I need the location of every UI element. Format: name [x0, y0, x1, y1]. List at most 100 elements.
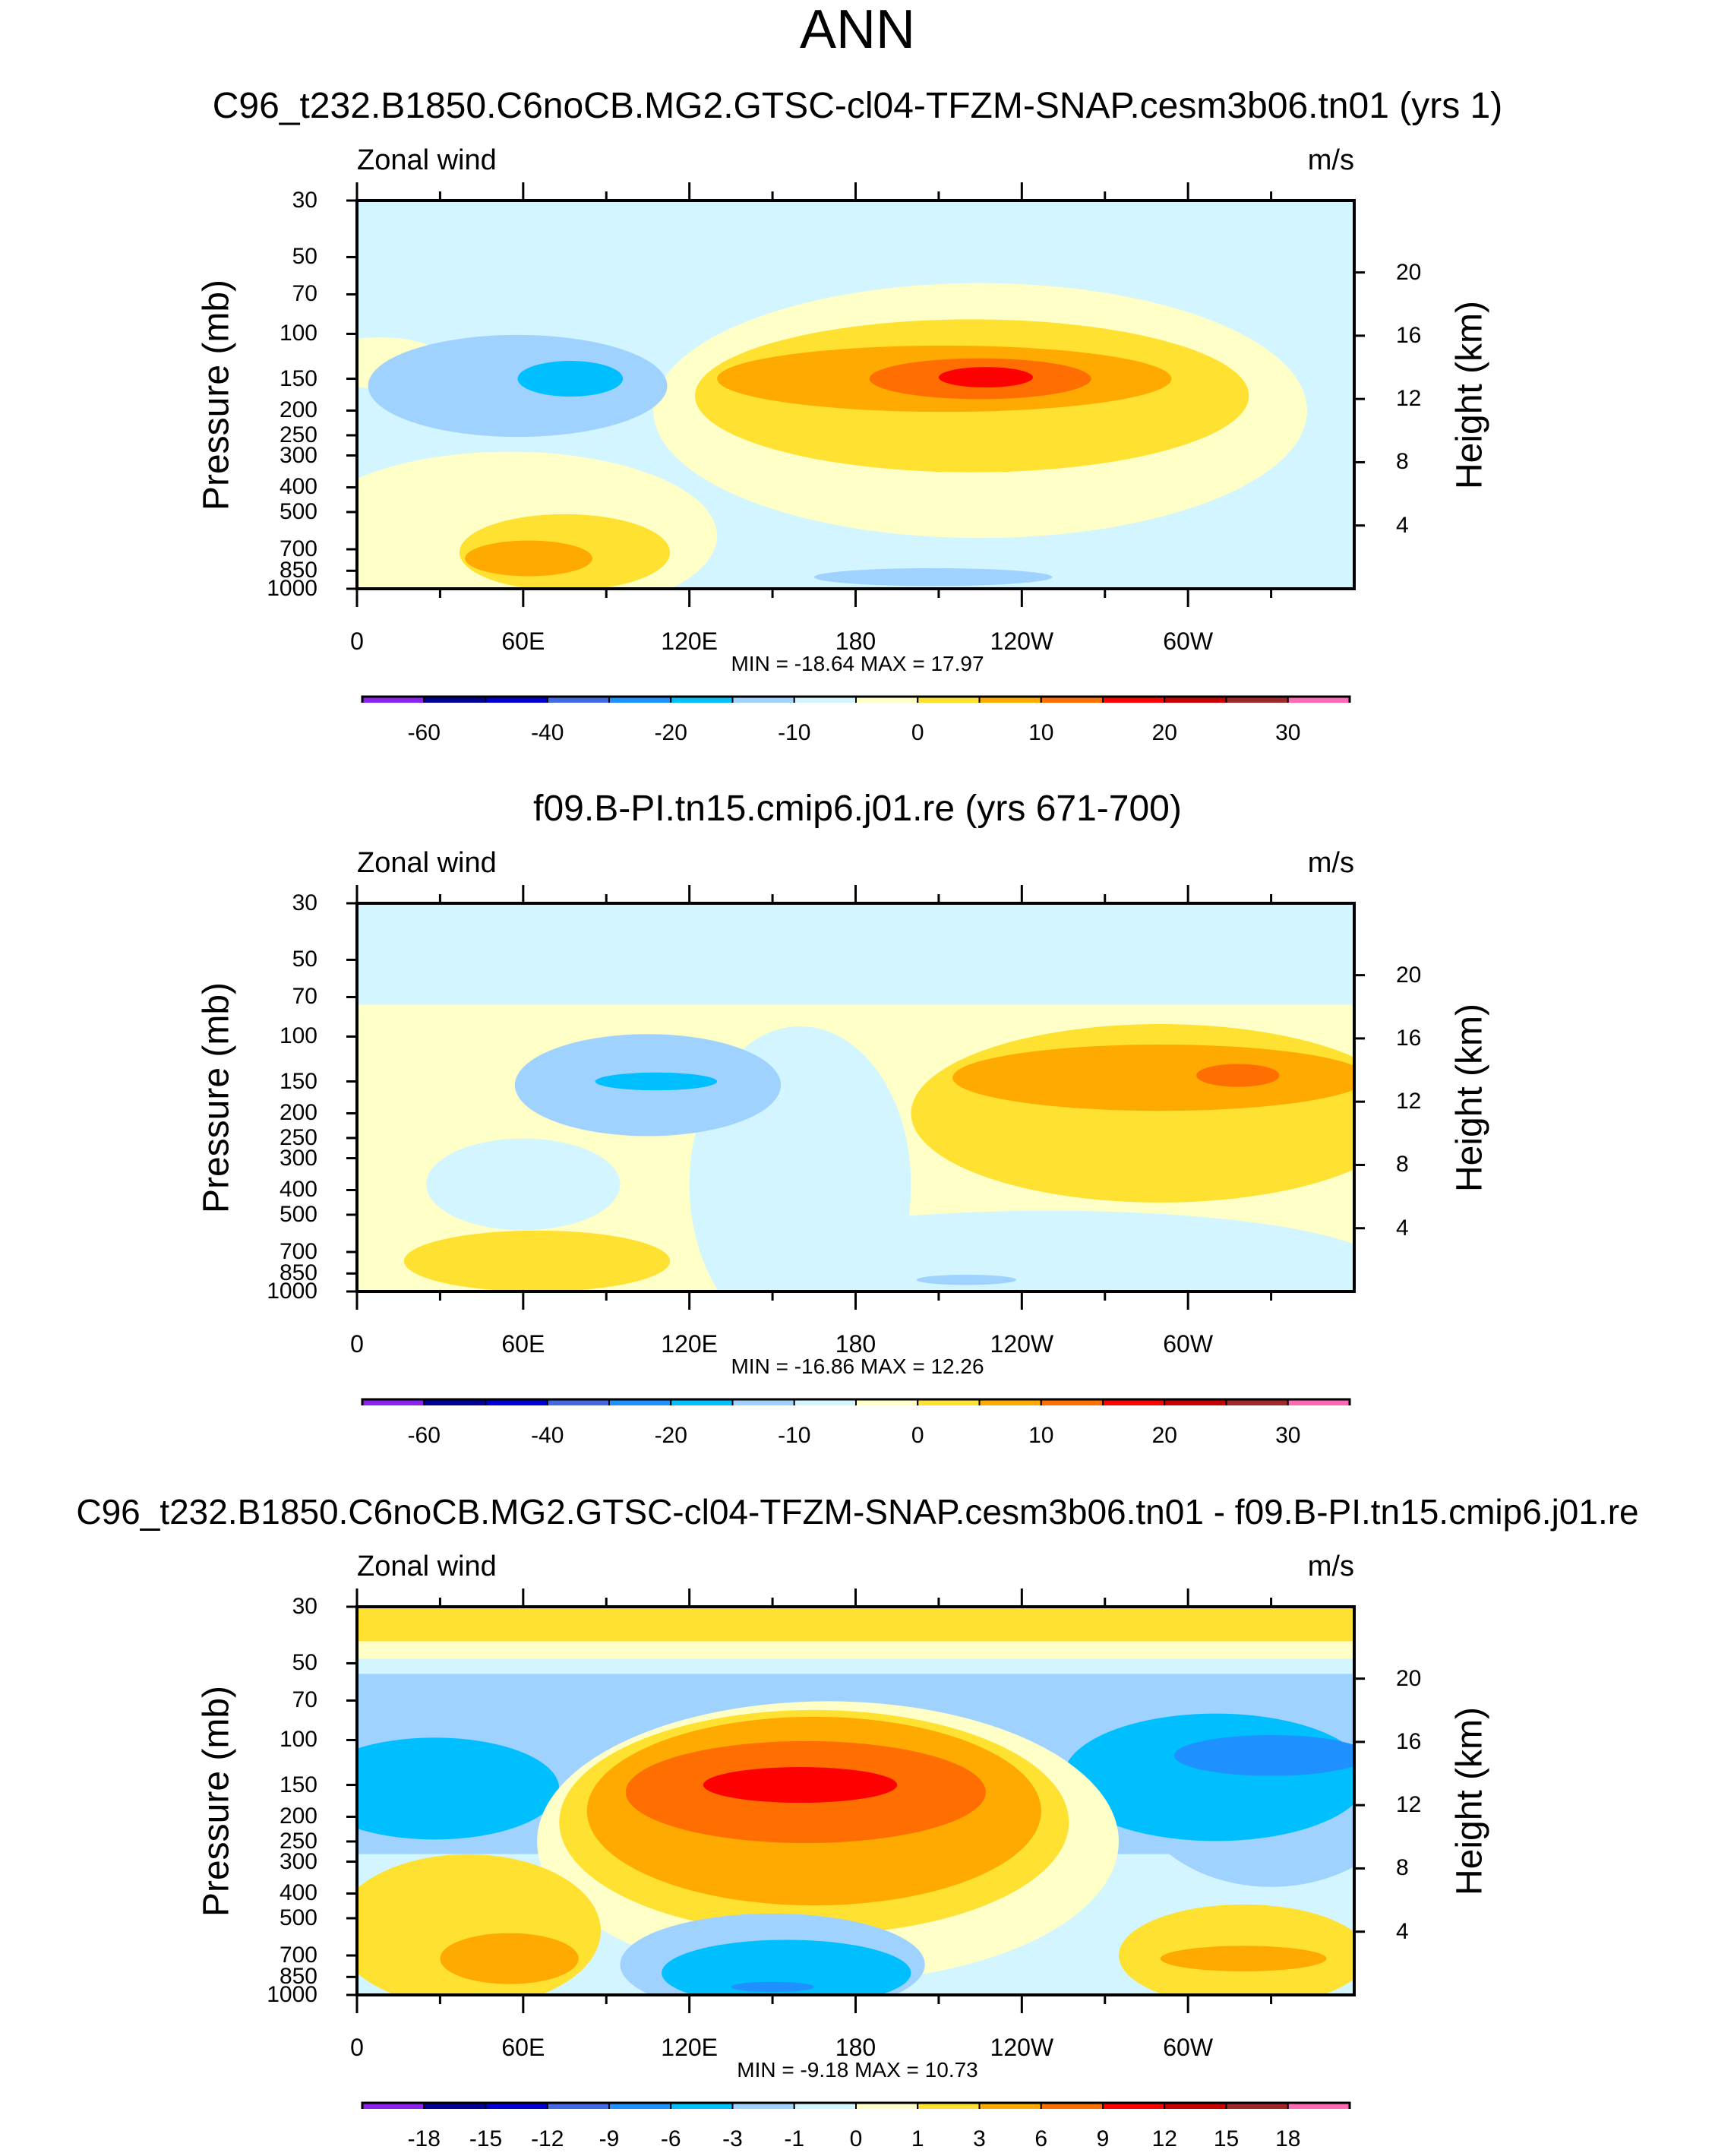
colorbar-label: 1 — [911, 2126, 924, 2151]
height-tick-label: 12 — [1396, 1792, 1422, 1818]
y-tick-label: 300 — [279, 1848, 317, 1874]
colorbar-label: 9 — [1096, 2126, 1110, 2151]
y-tick-label: 70 — [292, 281, 317, 307]
y-tick-label: 400 — [279, 1177, 317, 1203]
height-tick-label: 12 — [1396, 386, 1422, 412]
min-max-stats: MIN = -9.18 MAX = 10.73 — [737, 2058, 978, 2082]
y-tick-label: 400 — [279, 1880, 317, 1906]
colorbar-label: -20 — [654, 720, 687, 745]
colorbar-label: -12 — [531, 2126, 564, 2151]
y-tick-label: 200 — [279, 1100, 317, 1126]
y-tick-label: 100 — [279, 1727, 317, 1753]
x-tick-label: 0 — [350, 1330, 364, 1358]
panel-1: C96_t232.B1850.C6noCB.MG2.GTSC-cl04-TFZM… — [0, 0, 1715, 745]
colorbar-frame — [361, 2101, 1351, 2109]
y-tick-label: 70 — [292, 984, 317, 1010]
colorbar-label: 12 — [1151, 2126, 1177, 2151]
x-tick-label: 60W — [1163, 1330, 1214, 1358]
y-tick-label: 250 — [279, 1124, 317, 1150]
y-axis-label: Pressure (mb) — [196, 982, 237, 1214]
y-tick-label: 300 — [279, 1145, 317, 1171]
units-label: m/s — [1307, 847, 1354, 879]
right-axis-label: Height (km) — [1449, 300, 1490, 490]
x-tick-label: 60E — [501, 2034, 545, 2061]
y-tick-label: 70 — [292, 1687, 317, 1713]
colorbar-label: 6 — [1034, 2126, 1048, 2151]
contour-region — [916, 1274, 1017, 1285]
x-tick-label: 180 — [835, 2034, 876, 2061]
height-tick-label: 20 — [1396, 259, 1422, 285]
y-tick-label: 30 — [292, 1594, 317, 1619]
variable-label: Zonal wind — [357, 144, 497, 176]
x-tick-label: 180 — [835, 628, 876, 655]
x-tick-label: 60E — [501, 628, 545, 655]
height-tick-label: 4 — [1396, 512, 1409, 538]
panel-3: C96_t232.B1850.C6noCB.MG2.GTSC-cl04-TFZM… — [0, 1406, 1715, 2151]
contour-region — [426, 1138, 621, 1231]
contour-region — [595, 1072, 718, 1091]
y-tick-label: 700 — [279, 536, 317, 562]
contour-region — [357, 1854, 601, 1995]
contour-region — [357, 1607, 1354, 1642]
colorbar-label: 0 — [849, 2126, 863, 2151]
colorbar-label: -15 — [469, 2126, 503, 2151]
y-tick-label: 150 — [279, 1068, 317, 1094]
plot-title: f09.B-PI.tn15.cmip6.j01.re (yrs 671-700) — [533, 789, 1182, 829]
y-axis-label: Pressure (mb) — [196, 1685, 237, 1917]
contour-region — [404, 1230, 671, 1291]
contour-plot — [346, 885, 1365, 1405]
colorbar-label: -10 — [778, 1423, 811, 1448]
height-tick-label: 20 — [1396, 1665, 1422, 1691]
x-tick-label: 120E — [661, 628, 719, 655]
contour-region — [731, 1981, 814, 1993]
colorbar-label: 20 — [1151, 720, 1177, 745]
variable-label: Zonal wind — [357, 1551, 497, 1582]
y-tick-label: 850 — [279, 558, 317, 583]
y-tick-label: 150 — [279, 1772, 317, 1797]
variable-label: Zonal wind — [357, 847, 497, 879]
contour-plot — [346, 182, 1365, 703]
y-tick-label: 700 — [279, 1943, 317, 1968]
y-tick-label: 250 — [279, 422, 317, 447]
x-tick-label: 60W — [1163, 2034, 1214, 2061]
colorbar-label: -6 — [660, 2126, 681, 2151]
colorbar-label: -9 — [599, 2126, 620, 2151]
contour-region — [813, 567, 1053, 586]
y-tick-label: 500 — [279, 498, 317, 524]
y-tick-label: 100 — [279, 1023, 317, 1049]
y-tick-label: 50 — [292, 1650, 317, 1676]
x-tick-label: 120W — [990, 1330, 1054, 1358]
contour-region — [662, 1939, 911, 1995]
contour-region — [952, 1044, 1354, 1111]
y-tick-label: 500 — [279, 1905, 317, 1930]
contour-plot — [346, 1589, 1365, 2109]
y-tick-label: 30 — [292, 188, 317, 213]
height-tick-label: 8 — [1396, 449, 1409, 475]
colorbar-label: -40 — [531, 720, 564, 745]
colorbar-label: 20 — [1151, 1423, 1177, 1448]
y-tick-label: 100 — [279, 321, 317, 346]
height-tick-label: 4 — [1396, 1215, 1409, 1241]
contour-region — [357, 1641, 1354, 1659]
y-tick-label: 150 — [279, 365, 317, 391]
y-tick-label: 200 — [279, 1804, 317, 1829]
colorbar-label: 30 — [1275, 720, 1301, 745]
y-tick-label: 850 — [279, 1964, 317, 1990]
contour-region — [1196, 1064, 1280, 1087]
colorbar-label: -1 — [784, 2126, 805, 2151]
min-max-stats: MIN = -16.86 MAX = 12.26 — [731, 1355, 984, 1378]
y-axis-label: Pressure (mb) — [196, 279, 237, 511]
contour-region — [1160, 1946, 1327, 1971]
colorbar-frame — [361, 695, 1351, 703]
colorbar-label: 10 — [1028, 1423, 1054, 1448]
colorbar-label: -10 — [778, 720, 811, 745]
colorbar-frame — [361, 1398, 1351, 1405]
colorbar-label: 10 — [1028, 720, 1054, 745]
colorbar-label: 0 — [911, 1423, 924, 1448]
units-label: m/s — [1307, 144, 1354, 176]
units-label: m/s — [1307, 1551, 1354, 1582]
y-tick-label: 200 — [279, 397, 317, 423]
main-title: ANN — [799, 0, 915, 60]
colorbar-label: 30 — [1275, 1423, 1301, 1448]
contour-region — [368, 334, 668, 438]
